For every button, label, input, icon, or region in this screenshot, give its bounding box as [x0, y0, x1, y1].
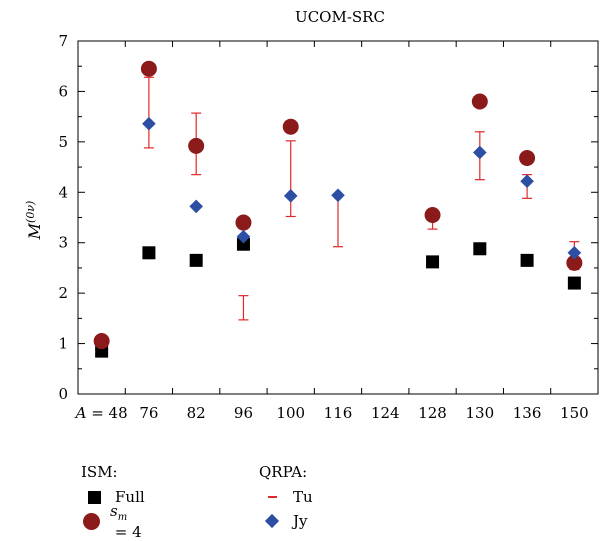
x-tick-label: 128	[418, 404, 447, 422]
full-marker	[189, 253, 203, 267]
square-marker-icon	[83, 488, 105, 506]
sm4-marker	[566, 254, 583, 271]
x-tick-label: 100	[276, 404, 305, 422]
legend-sm4-sub: m	[117, 511, 128, 523]
legend-item-tu: Tu	[259, 485, 313, 509]
y-tick-label: 7	[58, 32, 68, 50]
y-axis-title-main: M	[25, 222, 44, 240]
full-marker	[426, 255, 440, 269]
y-tick-label: 3	[58, 234, 68, 252]
legend-sm4-main: s	[110, 501, 118, 520]
tu-errorbar	[143, 76, 154, 149]
jy-marker	[473, 145, 487, 160]
legend-sm4-label: sm = 4	[110, 502, 147, 541]
x-tick-label: 124	[371, 404, 400, 422]
sm4-marker	[424, 206, 441, 223]
y-tick-label: 1	[58, 335, 68, 353]
legend-jy-label: Jy	[293, 512, 308, 530]
svg-text:M(0ν): M(0ν)	[24, 201, 44, 241]
legend-ism: ISM: Full sm = 4	[81, 463, 147, 541]
diamond-marker-icon	[261, 512, 283, 530]
axis-ticks	[78, 40, 598, 395]
sm4-marker	[235, 214, 252, 231]
data-marks	[93, 60, 583, 358]
full-marker	[473, 242, 487, 256]
y-tick-label: 5	[58, 133, 68, 151]
tu-errorbar	[285, 140, 296, 218]
y-tick-label: 4	[58, 183, 68, 201]
full-marker	[142, 246, 156, 260]
circle-marker-icon	[83, 512, 100, 530]
x-tick-label: 96	[234, 404, 253, 422]
y-axis-title: M(0ν)	[24, 201, 44, 241]
full-marker	[567, 276, 581, 290]
jy-marker	[283, 189, 298, 203]
x-tick-label: A = 48	[74, 404, 128, 422]
sm4-marker	[140, 60, 157, 77]
sm4-marker	[519, 149, 536, 166]
y-axis-title-sup: (0ν)	[24, 201, 37, 223]
tu-errorbar	[238, 295, 249, 321]
y-tick-labels: 0 1 2 3 4 5 6 7	[58, 32, 68, 403]
y-tick-label: 0	[58, 385, 68, 403]
errorbar-marker-icon	[261, 488, 283, 506]
legend-item-jy: Jy	[259, 509, 313, 533]
legend-qrpa: QRPA: Tu Jy	[259, 463, 313, 533]
jy-marker	[236, 229, 251, 244]
legend-sm4-tail: = 4	[110, 522, 142, 541]
x-tick-label: 150	[560, 404, 589, 422]
legend-item-full: Full	[81, 485, 147, 509]
legend-tu-label: Tu	[293, 488, 313, 506]
x-tick-label: 76	[139, 404, 158, 422]
x-tick-labels: A = 48 76 82 96 100 116 124 128 130 136 150	[74, 404, 589, 422]
legend-qrpa-title: QRPA:	[259, 463, 308, 481]
jy-marker	[189, 199, 203, 214]
legend-item-sm4: sm = 4	[81, 502, 147, 541]
jy-marker	[331, 188, 345, 203]
x-tick-label: 82	[187, 404, 206, 422]
x-tick-label: 130	[465, 404, 494, 422]
sm4-marker	[188, 137, 205, 154]
sm4-marker	[93, 333, 110, 350]
legend-ism-title: ISM:	[81, 463, 118, 481]
x-tick-label: 136	[513, 404, 542, 422]
y-tick-label: 2	[58, 284, 68, 302]
sm4-marker	[282, 118, 299, 135]
jy-marker	[520, 174, 534, 188]
sm4-marker	[471, 93, 488, 110]
legend-full-label: Full	[115, 488, 145, 506]
chart-title: UCOM-SRC	[295, 8, 385, 26]
jy-marker	[142, 116, 156, 131]
chart-svg: UCOM-SRC M(0ν) 0 1 2 3 4 5 6 7 A = 48 76 82 96 100 1…	[24, 8, 599, 422]
x-tick-label: 116	[324, 404, 353, 422]
full-marker	[236, 237, 250, 251]
full-marker	[520, 253, 534, 267]
jy-marker	[567, 246, 582, 260]
y-tick-label: 6	[58, 82, 68, 100]
tu-errorbar	[333, 194, 343, 248]
